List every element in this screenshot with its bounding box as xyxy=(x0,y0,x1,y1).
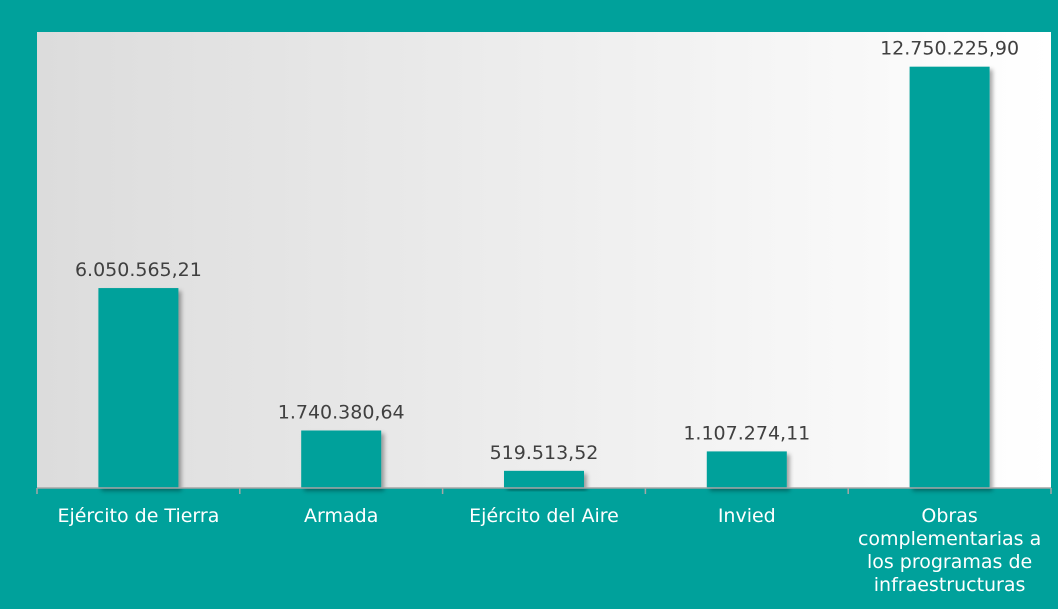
category-label-4: Invied xyxy=(718,505,776,527)
category-label-2: Armada xyxy=(304,505,378,527)
value-label-5: 12.750.225,90 xyxy=(880,38,1019,60)
plot-area xyxy=(37,32,1051,488)
bar-1 xyxy=(98,288,179,488)
category-label-5: Obras complementarias a los programas de in… xyxy=(858,505,1041,596)
bar-2 xyxy=(301,430,382,488)
bar-3 xyxy=(504,470,584,488)
value-label-2: 1.740.380,64 xyxy=(278,401,405,423)
value-label-4: 1.107.274,11 xyxy=(683,422,810,444)
value-label-3: 519.513,52 xyxy=(490,442,599,464)
bar-4 xyxy=(706,451,787,488)
value-label-1: 6.050.565,21 xyxy=(75,259,202,281)
category-label-1: Ejército de Tierra xyxy=(57,505,219,527)
bar-5 xyxy=(909,66,990,489)
category-label-3: Ejército del Aire xyxy=(469,505,619,527)
